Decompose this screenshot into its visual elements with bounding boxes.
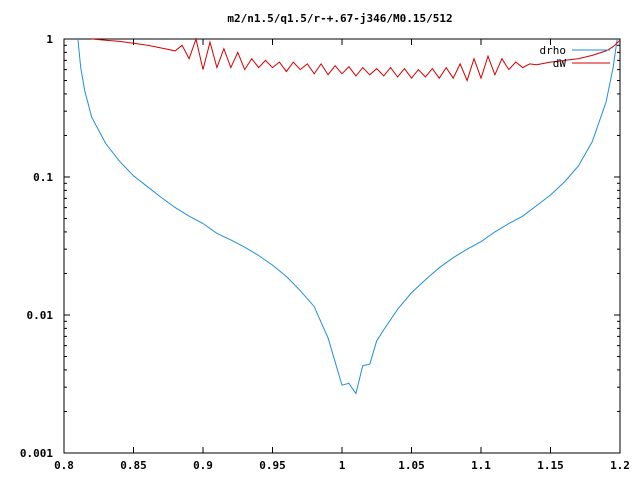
x-tick-label: 0.95: [259, 459, 286, 472]
chart-title: m2/n1.5/q1.5/r-+.67-j346/M0.15/512: [227, 12, 452, 25]
y-tick-label: 0.1: [33, 171, 53, 184]
x-tick-label: 1.15: [537, 459, 564, 472]
plot-frame: [63, 38, 621, 454]
x-tick-label: 1.1: [471, 459, 491, 472]
x-tick-label: 1.05: [398, 459, 425, 472]
x-tick-label: 0.8: [54, 459, 74, 472]
y-tick-label: 0.001: [20, 447, 53, 460]
y-axis: 0.001 0.01 0.1 1: [20, 33, 620, 460]
y-tick-label: 1: [46, 33, 53, 46]
x-tick-label: 1.2: [610, 459, 630, 472]
x-tick-label: 0.9: [193, 459, 213, 472]
series-line-dW: [91, 37, 621, 82]
x-tick-label: 1: [339, 459, 346, 472]
series-layer: [77, 37, 621, 395]
legend-label-drho: drho: [540, 44, 567, 57]
y-tick-label: 0.01: [27, 309, 54, 322]
x-axis: 0.8 0.85 0.9 0.95 1 1.05 1.1 1.15 1.2: [54, 39, 630, 472]
legend-label-dW: dW: [553, 57, 567, 70]
series-line-drho: [77, 38, 618, 395]
x-tick-label: 0.85: [120, 459, 147, 472]
